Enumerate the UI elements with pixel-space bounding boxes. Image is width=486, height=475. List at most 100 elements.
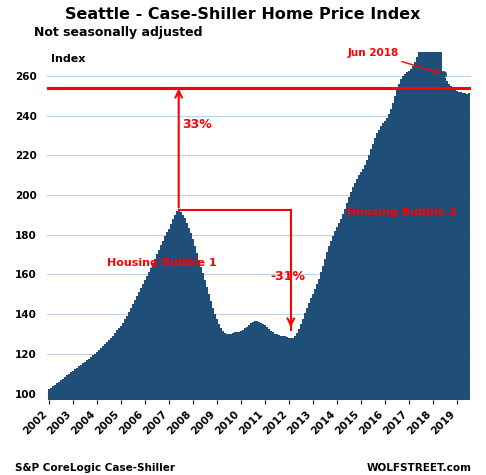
Bar <box>64 377 66 475</box>
Bar <box>198 259 200 475</box>
Bar <box>466 94 468 475</box>
Bar <box>314 289 316 475</box>
Bar <box>194 246 196 475</box>
Bar <box>316 285 318 475</box>
Bar <box>84 362 86 475</box>
Text: WOLFSTREET.com: WOLFSTREET.com <box>366 463 471 473</box>
Bar <box>236 332 238 475</box>
Bar <box>62 379 64 475</box>
Bar <box>268 329 270 475</box>
Bar <box>172 219 174 475</box>
Bar <box>306 308 308 475</box>
Bar <box>360 172 362 475</box>
Bar <box>448 84 450 475</box>
Bar <box>272 332 274 475</box>
Bar <box>248 325 250 475</box>
Bar <box>290 338 292 475</box>
Bar <box>71 371 73 475</box>
Bar <box>402 76 404 475</box>
Bar <box>144 280 146 475</box>
Bar <box>150 267 152 475</box>
Text: Jun 2018: Jun 2018 <box>347 48 439 74</box>
Bar <box>334 231 336 475</box>
Bar <box>66 375 68 475</box>
Bar <box>48 389 50 475</box>
Bar <box>260 323 262 475</box>
Bar <box>102 346 104 475</box>
Bar <box>208 294 210 475</box>
Bar <box>328 246 330 475</box>
Bar <box>446 81 448 475</box>
Bar <box>55 383 58 475</box>
Bar <box>458 92 460 475</box>
Bar <box>424 36 426 475</box>
Bar <box>82 363 84 475</box>
Bar <box>332 236 334 475</box>
Bar <box>200 266 202 475</box>
Bar <box>238 332 240 475</box>
Bar <box>94 354 96 475</box>
Bar <box>420 45 422 475</box>
Bar <box>284 336 286 475</box>
Bar <box>212 308 214 475</box>
Bar <box>362 169 364 475</box>
Bar <box>232 333 234 475</box>
Bar <box>204 280 206 475</box>
Bar <box>300 324 302 475</box>
Bar <box>276 334 278 475</box>
Bar <box>244 329 246 475</box>
Bar <box>104 344 105 475</box>
Bar <box>68 374 69 475</box>
Bar <box>320 273 322 475</box>
Bar <box>176 211 178 475</box>
Bar <box>282 336 284 475</box>
Bar <box>108 341 110 475</box>
Bar <box>190 233 192 475</box>
Bar <box>340 219 342 475</box>
Bar <box>164 237 166 475</box>
Bar <box>224 333 226 475</box>
Bar <box>240 331 242 475</box>
Bar <box>434 29 436 475</box>
Bar <box>250 323 252 475</box>
Bar <box>234 332 236 475</box>
Bar <box>356 179 358 475</box>
Bar <box>438 28 440 475</box>
Bar <box>432 30 434 475</box>
Bar <box>136 296 138 475</box>
Bar <box>266 327 268 475</box>
Bar <box>228 334 230 475</box>
Bar <box>116 331 118 475</box>
Bar <box>426 33 428 475</box>
Bar <box>352 187 354 475</box>
Bar <box>460 92 462 475</box>
Bar <box>384 121 386 475</box>
Bar <box>58 382 60 475</box>
Bar <box>326 252 328 475</box>
Bar <box>296 333 298 475</box>
Bar <box>146 276 148 475</box>
Bar <box>168 229 170 475</box>
Bar <box>382 123 384 475</box>
Bar <box>258 322 260 475</box>
Bar <box>86 360 87 475</box>
Bar <box>160 245 162 475</box>
Bar <box>138 292 139 475</box>
Bar <box>370 149 372 475</box>
Bar <box>274 333 276 475</box>
Bar <box>404 74 406 475</box>
Bar <box>69 372 71 475</box>
Bar <box>440 28 442 475</box>
Bar <box>264 325 266 475</box>
Bar <box>184 218 186 475</box>
Bar <box>364 165 366 475</box>
Bar <box>354 183 356 475</box>
Bar <box>188 228 190 475</box>
Bar <box>242 330 244 475</box>
Bar <box>344 209 346 475</box>
Bar <box>400 79 402 475</box>
Bar <box>414 62 416 475</box>
Bar <box>318 279 320 475</box>
Bar <box>80 365 82 475</box>
Text: Housing Bubble 2: Housing Bubble 2 <box>347 207 456 217</box>
